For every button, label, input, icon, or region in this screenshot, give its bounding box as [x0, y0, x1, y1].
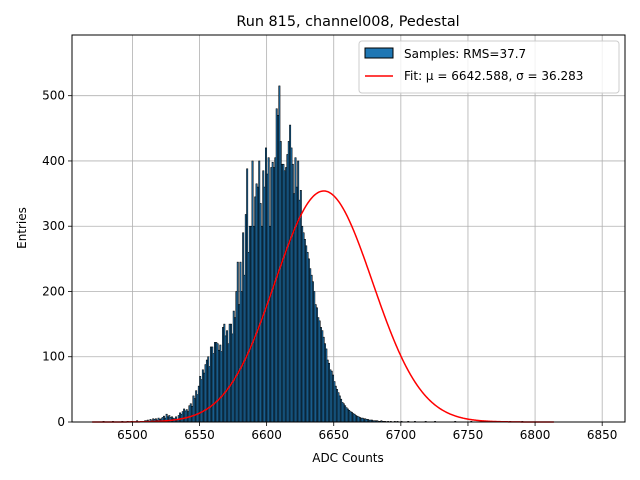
legend: Samples: RMS=37.7 Fit: μ = 6642.588, σ =…	[358, 40, 620, 94]
y-axis-ticks: 0 100 200 300 400 500	[42, 89, 72, 429]
y-tick-label: 200	[42, 284, 65, 298]
x-tick-label: 6700	[386, 428, 417, 442]
y-tick-label: 300	[42, 219, 65, 233]
x-tick-label: 6550	[184, 428, 215, 442]
x-axis-label: ADC Counts	[312, 451, 384, 465]
plot-frame	[71, 34, 626, 423]
y-axis-label: Entries	[15, 207, 29, 249]
x-tick-label: 6650	[318, 428, 349, 442]
legend-samples-label: Samples: RMS=37.7	[404, 47, 526, 61]
x-tick-label: 6850	[587, 428, 618, 442]
y-tick-label: 100	[42, 350, 65, 364]
fit-curve-layer	[92, 190, 554, 423]
fit-curve	[92, 190, 554, 423]
y-tick-label: 500	[42, 89, 65, 103]
x-tick-label: 6800	[520, 428, 551, 442]
x-axis-ticks: 6500 6550 6600 6650 6700 6750 6800 6850	[117, 422, 617, 442]
legend-samples-swatch	[364, 47, 394, 59]
y-tick-label: 0	[57, 415, 65, 429]
legend-box	[358, 40, 620, 94]
y-tick-label: 400	[42, 154, 65, 168]
x-tick-label: 6500	[117, 428, 148, 442]
x-tick-label: 6600	[251, 428, 282, 442]
legend-fit-label: Fit: μ = 6642.588, σ = 36.283	[404, 69, 583, 83]
chart-title: Run 815, channel008, Pedestal	[236, 14, 459, 30]
x-tick-label: 6750	[453, 428, 484, 442]
